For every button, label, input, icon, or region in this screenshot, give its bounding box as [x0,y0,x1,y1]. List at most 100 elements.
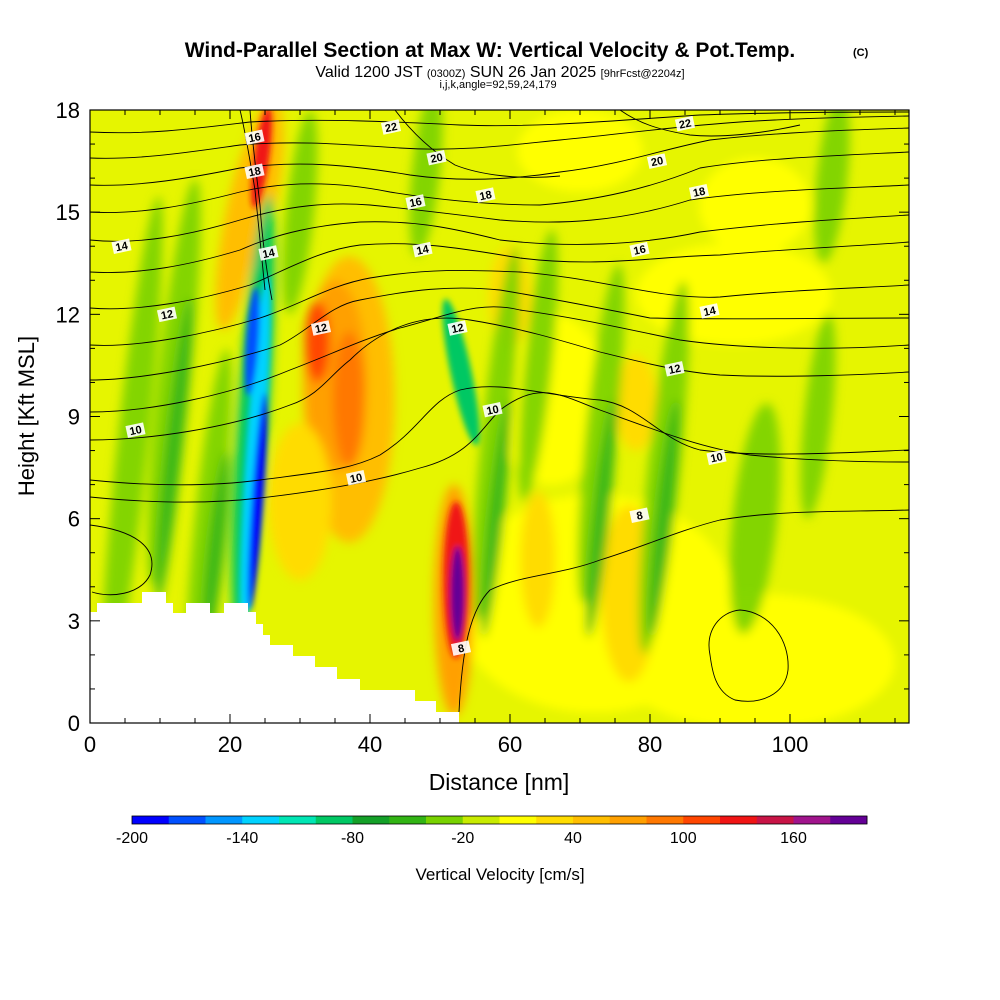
x-tick-label: 0 [84,732,96,757]
x-axis-title: Distance [nm] [429,769,570,795]
svg-text:12: 12 [314,322,328,336]
svg-text:12: 12 [160,308,174,322]
colorbar-tick-label: -200 [116,830,148,847]
isentrope-label: 14 [258,245,279,261]
isentrope-label: 16 [405,194,426,210]
isentrope-line [90,386,909,486]
isentrope-line [394,110,561,178]
isentrope-line [90,115,909,159]
svg-text:10: 10 [485,404,499,418]
isentrope-label: 10 [706,449,727,465]
isentrope-line [90,524,153,596]
velocity-region [304,300,331,383]
colorbar-swatch [132,816,170,824]
isentrope-label: 14 [699,303,720,319]
plot-area: 8 8 10 10 10 10 12 12 12 12 14 14 14 14 16 16 16 18 18 18 20… [56,98,910,757]
chart-title: Wind-Parallel Section at Max W: Vertical… [185,39,796,62]
velocity-region [481,400,511,638]
velocity-region [101,196,163,705]
isentrope-label: 16 [244,129,265,145]
velocity-region [471,247,521,620]
isentrope-line [90,317,909,441]
valid-zulu: (0300Z) [427,68,466,80]
isentrope-label: 14 [111,238,132,254]
isentrope-line [619,110,801,137]
colorbar-swatch [573,816,611,824]
velocity-field [90,110,909,723]
svg-text:10: 10 [709,451,723,465]
velocity-region [648,400,680,638]
velocity-region [332,331,366,468]
svg-text:14: 14 [702,305,717,319]
isentrope-line [458,509,909,713]
isentrope-line [90,241,909,310]
valid-date: SUN 26 Jan 2025 [470,64,596,81]
y-tick-label: 18 [56,98,80,123]
y-axis-title: Height [Kft MSL] [14,336,39,496]
svg-text:12: 12 [450,322,464,336]
isentrope-label: 10 [125,422,146,438]
colorbar-swatch [720,816,758,824]
colorbar-title: Vertical Velocity [cm/s] [415,865,584,884]
terrain [90,592,459,723]
isentrope-label: 12 [310,320,332,336]
velocity-region [450,545,465,642]
svg-text:16: 16 [632,243,646,257]
colorbar-swatch [315,816,353,824]
isentrope-label: 12 [664,361,685,377]
isentrope-line [90,287,909,381]
colorbar: -200 -140 -80 -20 40 100 160 [116,815,868,847]
isentrope-line [90,184,909,242]
isentrope-line [90,127,909,186]
velocity-region [442,298,480,446]
svg-text:20: 20 [429,152,443,166]
svg-text:20: 20 [650,155,664,169]
colorbar-tick-label: -140 [226,830,258,847]
isentrope-label: 18 [475,187,496,203]
isentrope-label: 18 [688,183,710,200]
colorbar-swatch [646,816,684,824]
svg-text:18: 18 [692,186,706,200]
y-tick-label: 15 [56,200,80,225]
velocity-region [615,593,895,723]
velocity-region [729,403,781,634]
isentrope-label: 10 [345,470,367,486]
colorbar-swatch [536,816,574,824]
isentrope-label: 8 [629,507,650,524]
y-tick-label: 3 [68,609,80,634]
axis-ticks: 0 20 40 60 80 100 0 3 6 9 12 15 18 [56,98,909,757]
velocity-region [268,423,332,580]
y-tick-label: 9 [68,405,80,430]
svg-text:16: 16 [247,131,261,145]
y-tick-label: 12 [56,302,80,327]
velocity-region [585,400,617,638]
svg-text:14: 14 [415,243,430,257]
svg-text:18: 18 [247,165,261,179]
colorbar-swatch [499,816,537,824]
section-params: i,j,k,angle=92,59,24,179 [439,79,556,91]
velocity-region [245,287,260,396]
velocity-region [409,110,443,256]
isentrope-label: 16 [629,241,650,258]
velocity-region [247,392,267,611]
velocity-region [282,110,318,314]
isentrope-label: 18 [244,163,265,179]
velocity-region [239,273,271,628]
svg-text:14: 14 [114,240,129,254]
isentrope-line [90,151,909,213]
isentrope-line [90,306,909,413]
colorbar-swatch [830,816,868,824]
isentrope-line [239,110,266,291]
svg-text:22: 22 [678,117,692,131]
isentrope-label: 14 [412,241,433,258]
svg-text:14: 14 [261,247,276,261]
colorbar-tick-label: 40 [564,830,582,847]
colorbar-tick-label: 160 [780,830,807,847]
x-tick-label: 20 [218,732,242,757]
svg-text:10: 10 [128,424,142,438]
colorbar-swatch [168,816,206,824]
isentrope-label: 10 [482,401,503,418]
velocity-region [800,314,836,519]
isentrope-label: 12 [447,320,468,336]
